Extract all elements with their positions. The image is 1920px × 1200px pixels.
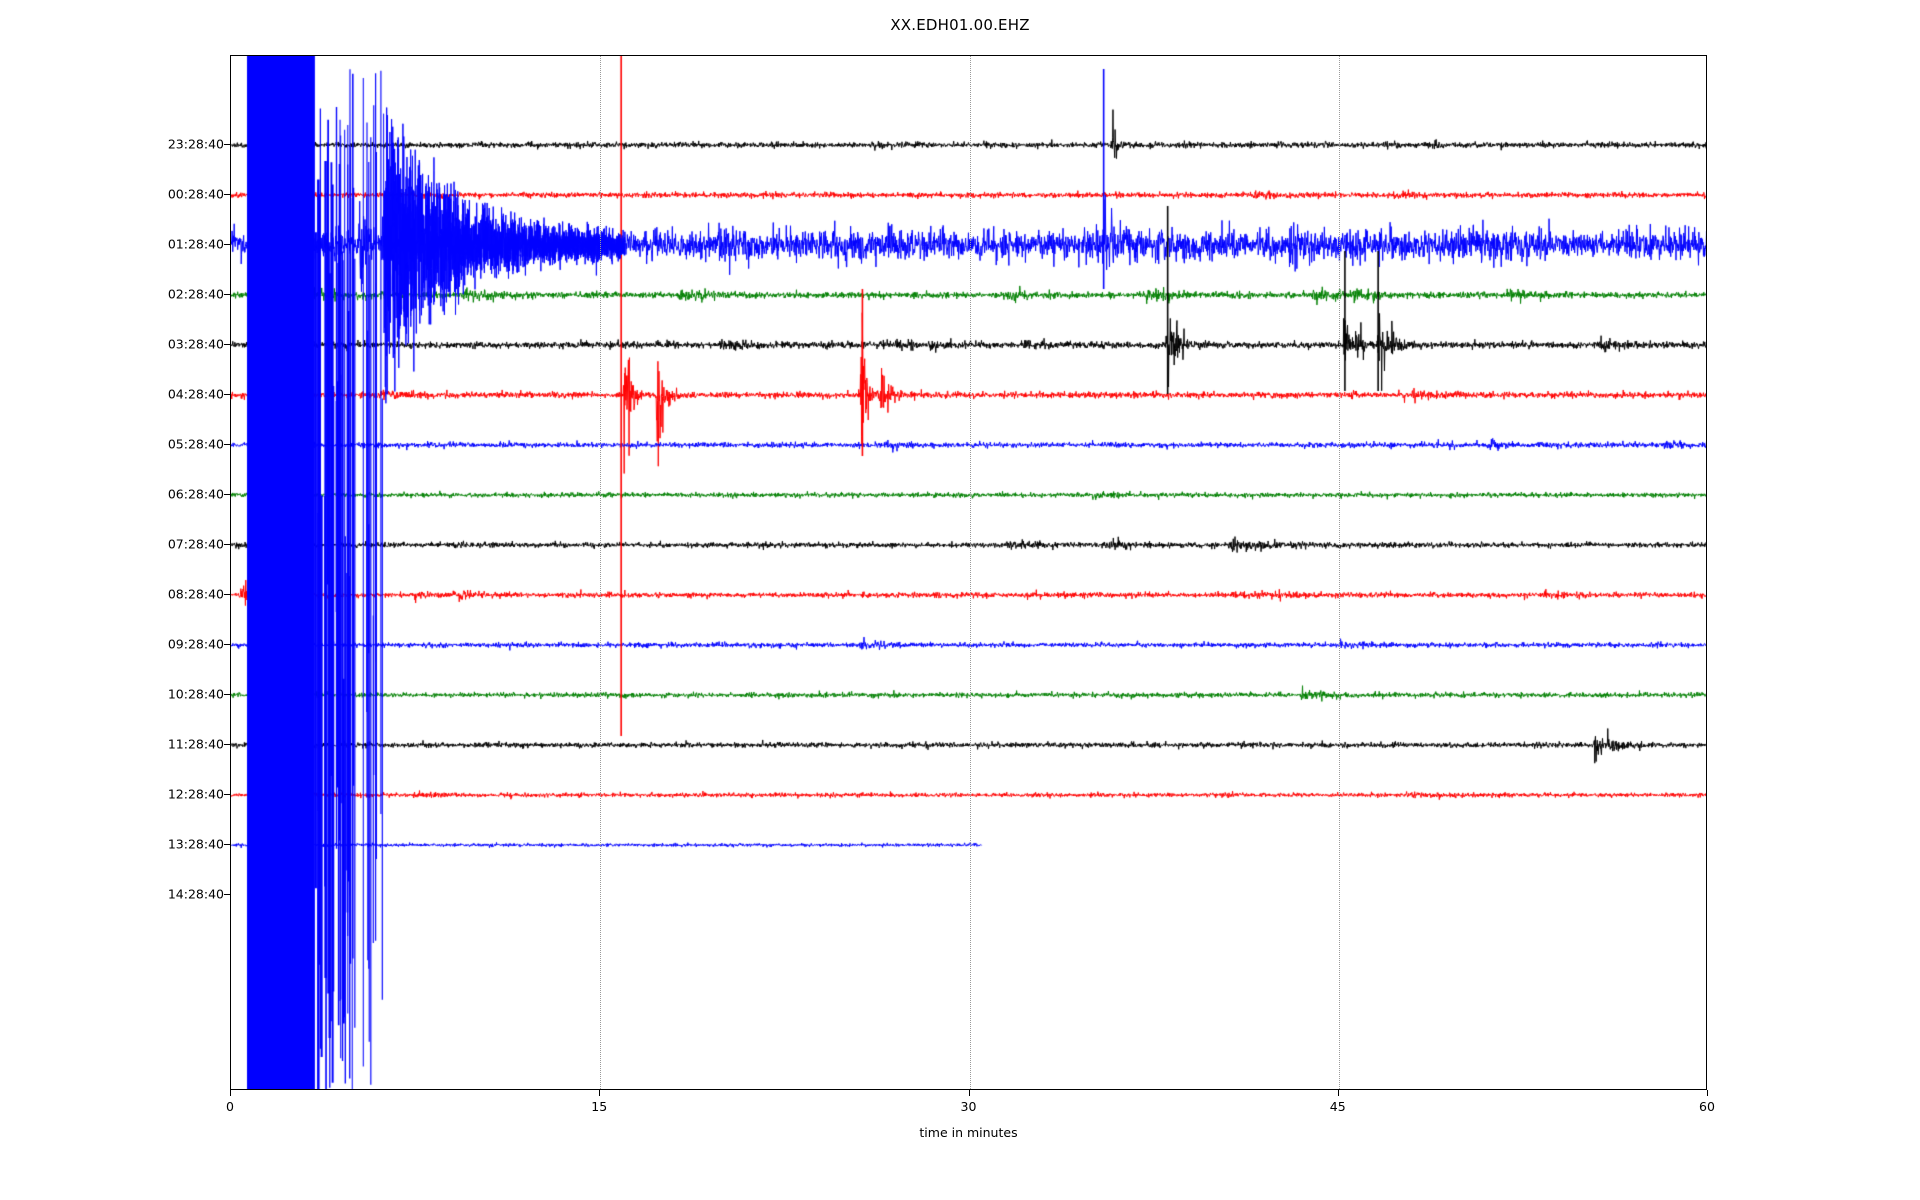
y-axis-tick-labels: 23:28:40 00:28:40 01:28:40 02:28:40 03:28:40… bbox=[0, 0, 224, 1200]
y-tick-mark-13 bbox=[224, 794, 230, 795]
y-tick-label-092840: 09:28:40 bbox=[167, 636, 224, 652]
y-tick-mark-8 bbox=[224, 544, 230, 545]
gridline-30 bbox=[969, 56, 971, 1089]
y-tick-label-122840: 12:28:40 bbox=[167, 786, 224, 802]
y-tick-mark-0 bbox=[224, 144, 230, 145]
y-tick-mark-2 bbox=[224, 244, 230, 245]
x-tick-mark-45 bbox=[1337, 1090, 1339, 1096]
plot-axes-area[interactable] bbox=[230, 55, 1707, 1090]
y-tick-mark-3 bbox=[224, 294, 230, 295]
y-tick-label-012840: 01:28:40 bbox=[167, 236, 224, 252]
seismogram-canvas bbox=[231, 56, 1706, 1089]
y-tick-label-082840: 08:28:40 bbox=[167, 586, 224, 602]
page-title: XX.EDH01.00.EHZ bbox=[890, 16, 1030, 34]
x-tick-mark-60 bbox=[1707, 1090, 1708, 1096]
x-tick-label-15: 15 bbox=[591, 1099, 608, 1114]
y-tick-mark-14 bbox=[224, 844, 230, 845]
gridline-15 bbox=[600, 56, 602, 1089]
y-tick-mark-6 bbox=[224, 444, 230, 445]
y-tick-mark-4 bbox=[224, 344, 230, 345]
x-tick-label-45: 45 bbox=[1329, 1099, 1346, 1114]
x-axis-label: time in minutes bbox=[919, 1125, 1018, 1140]
y-tick-mark-15 bbox=[224, 894, 230, 895]
x-tick-label-30: 30 bbox=[960, 1099, 977, 1114]
y-tick-label-042840: 04:28:40 bbox=[167, 386, 224, 402]
x-tick-label-0: 0 bbox=[226, 1099, 234, 1114]
y-tick-label-002840: 00:28:40 bbox=[167, 186, 224, 202]
y-tick-mark-11 bbox=[224, 694, 230, 695]
x-tick-mark-0 bbox=[230, 1090, 231, 1096]
y-tick-mark-12 bbox=[224, 744, 230, 745]
y-tick-label-072840: 07:28:40 bbox=[167, 536, 224, 552]
y-tick-mark-7 bbox=[224, 494, 230, 495]
y-tick-label-112840: 11:28:40 bbox=[167, 736, 224, 752]
y-tick-label-102840: 10:28:40 bbox=[167, 686, 224, 702]
y-tick-label-142840: 14:28:40 bbox=[167, 886, 224, 902]
y-tick-mark-1 bbox=[224, 194, 230, 195]
y-tick-label-022840: 02:28:40 bbox=[167, 286, 224, 302]
x-tick-mark-30 bbox=[968, 1090, 970, 1096]
y-tick-mark-5 bbox=[224, 394, 230, 395]
y-tick-label-052840: 05:28:40 bbox=[167, 436, 224, 452]
y-tick-label-062840: 06:28:40 bbox=[167, 486, 224, 502]
y-tick-label-032840: 03:28:40 bbox=[167, 336, 224, 352]
y-tick-mark-10 bbox=[224, 644, 230, 645]
x-tick-label-60: 60 bbox=[1699, 1099, 1715, 1114]
y-tick-label-132840: 13:28:40 bbox=[167, 836, 224, 852]
y-tick-mark-9 bbox=[224, 594, 230, 595]
y-tick-label-232840: 23:28:40 bbox=[167, 136, 224, 152]
y-axis-tick-marks bbox=[224, 0, 231, 1200]
x-tick-mark-15 bbox=[599, 1090, 601, 1096]
gridline-45 bbox=[1338, 56, 1340, 1089]
